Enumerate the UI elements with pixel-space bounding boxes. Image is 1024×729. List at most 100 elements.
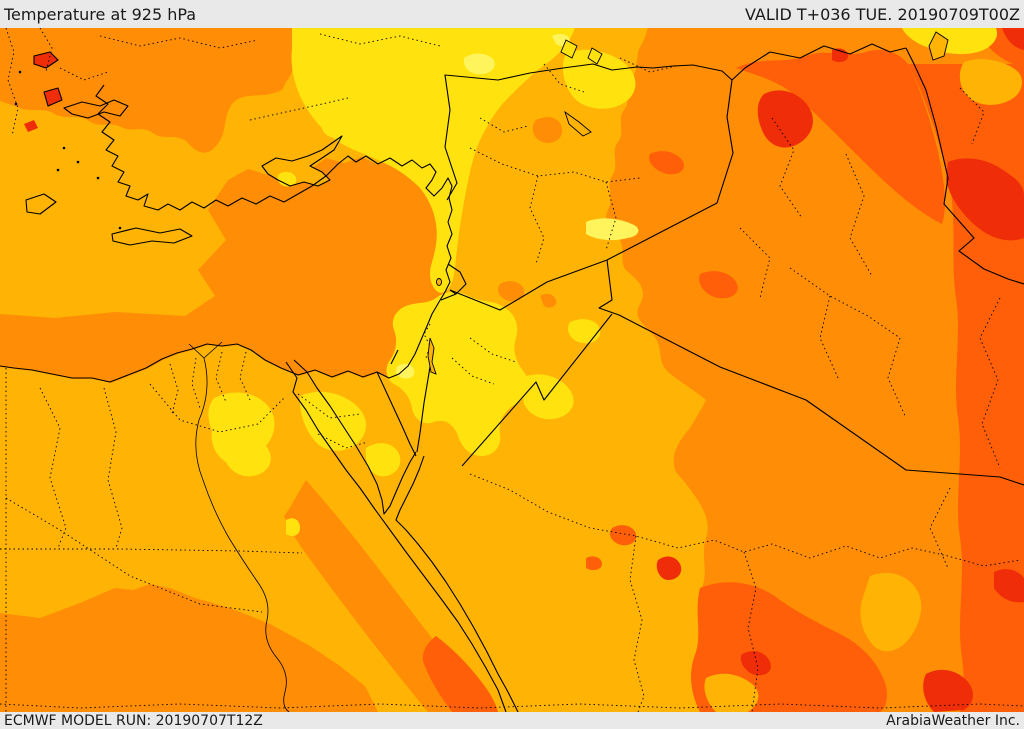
lake-urmia <box>928 31 949 61</box>
coastline-saudi-redsea <box>395 455 519 712</box>
border-west-bank <box>423 323 431 359</box>
region-nafud-spot-1 <box>610 525 637 546</box>
region-topright-cool <box>902 28 998 55</box>
admin-sea-cyprus <box>249 97 349 121</box>
admin-delta-4 <box>169 363 179 415</box>
borders-solid <box>0 43 1024 712</box>
border-israel-egypt <box>376 371 417 457</box>
island-karpathos <box>72 214 83 226</box>
river-nile-delta-branches <box>188 341 223 359</box>
admin-iraq-6 <box>739 227 771 299</box>
islet-2 <box>14 102 18 106</box>
region-ne-cyprus-cool <box>321 120 343 138</box>
admin-turkey-1 <box>99 35 259 49</box>
island-rhodes <box>26 194 56 214</box>
admin-iran-3 <box>929 487 951 569</box>
region-south-core <box>740 651 771 676</box>
border-iraq-iran <box>905 47 1024 285</box>
border-lebanon-syria <box>447 263 467 295</box>
islet-6 <box>96 176 100 180</box>
border-turkey-iraq-iran-north <box>731 43 907 81</box>
region-east-core-2 <box>994 569 1024 603</box>
region-taurus-coolest <box>463 53 495 75</box>
region-mosul-core <box>757 90 813 148</box>
region-gulf-west-cool <box>286 518 300 536</box>
lake-assad <box>564 110 592 137</box>
coastline-marmara <box>63 99 129 119</box>
region-aleppo-spot <box>532 117 563 144</box>
region-judea-coolest <box>395 363 415 379</box>
border-gaza <box>390 349 399 365</box>
region-south-egypt-warm <box>0 584 378 712</box>
region-suez-cool <box>208 392 275 477</box>
region-north-iraq-hot <box>736 49 945 224</box>
admin-saudi-long <box>469 473 1021 567</box>
island-cyprus-outline <box>261 135 343 187</box>
band-pale-yellow-regions <box>395 33 639 379</box>
lake-anatolia-2 <box>587 47 603 65</box>
admin-turkey-4 <box>619 57 677 73</box>
patch-saudi-mild-2 <box>628 621 671 679</box>
region-eastsyria-coolest <box>586 218 639 241</box>
lake-sea-of-galilee <box>436 278 442 286</box>
border-jordan-iraq-saudi <box>598 259 1024 486</box>
patch-northeast-mild <box>959 59 1022 105</box>
border-syria-jordan <box>449 259 608 311</box>
temperature-map <box>0 28 1024 712</box>
map-title: Temperature at 925 hPa <box>4 4 197 24</box>
island-rhodes-outline <box>25 193 57 215</box>
region-nafud-spot-2 <box>586 556 602 571</box>
attribution-label: ArabiaWeather Inc. <box>886 712 1020 729</box>
coastline-sinai <box>293 359 417 515</box>
lake-dead-sea <box>427 337 437 375</box>
title-bar: Temperature at 925 hPa VALID T+036 TUE. … <box>0 0 1024 28</box>
region-damascus-spot-2 <box>540 293 557 308</box>
islet-1 <box>18 70 22 74</box>
lake-tuz <box>560 39 578 59</box>
admin-sinai-2 <box>317 433 369 449</box>
island-crete-outline <box>111 227 193 246</box>
admin-syria-1 <box>469 147 641 183</box>
model-run-label: ECMWF MODEL RUN: 20190707T12Z <box>4 712 263 729</box>
islet-3 <box>62 146 66 150</box>
region-negev-cool <box>365 443 401 477</box>
patch-saudi-mild-1 <box>860 572 922 652</box>
border-turkey-syria <box>444 63 733 201</box>
islet-4 <box>76 160 80 164</box>
region-mediterranean-sea-warm <box>0 157 453 383</box>
region-anatolia-cool <box>291 28 575 293</box>
admin-egypt-southwest <box>5 497 263 613</box>
admin-iraq-2 <box>845 153 873 277</box>
region-east-core-3 <box>923 669 973 712</box>
admin-delta-ring <box>149 383 285 433</box>
island-small-hot <box>24 120 38 132</box>
border-egypt-sudan <box>0 548 303 554</box>
islet-7 <box>118 226 122 230</box>
admin-syria-2 <box>529 175 545 265</box>
admin-iran-2 <box>979 297 1001 469</box>
region-isolated-hot-spot <box>656 556 682 580</box>
region-east-aleppo-spot <box>649 151 685 175</box>
admin-iraq-5 <box>887 337 907 419</box>
admin-iraq-4 <box>819 295 839 379</box>
admin-greece-2 <box>39 28 53 73</box>
admin-westdesert-1 <box>39 387 67 549</box>
region-aegean-warm <box>0 28 296 153</box>
valid-time-label: VALID T+036 TUE. 20190709T00Z <box>744 4 1020 24</box>
island-lesbos-outline <box>33 51 59 69</box>
region-cyprus-east-cool <box>277 171 297 187</box>
border-jordan-saudi <box>461 313 613 467</box>
lakes <box>427 31 949 375</box>
band-red-regions <box>24 28 1024 712</box>
admin-iraq-1 <box>771 117 803 219</box>
map-canvas <box>0 28 1024 712</box>
region-east-jordan-cool-2 <box>568 319 601 344</box>
region-east-syria-spot <box>699 271 738 299</box>
coastline-main <box>0 84 453 383</box>
status-bar: ECMWF MODEL RUN: 20190707T12Z ArabiaWeat… <box>0 712 1024 729</box>
coastline-suez-redsea-egypt <box>285 361 507 712</box>
patch-saudi-mild-3 <box>704 673 759 712</box>
islet-5 <box>56 168 60 172</box>
admin-bottom-long <box>0 703 1024 709</box>
